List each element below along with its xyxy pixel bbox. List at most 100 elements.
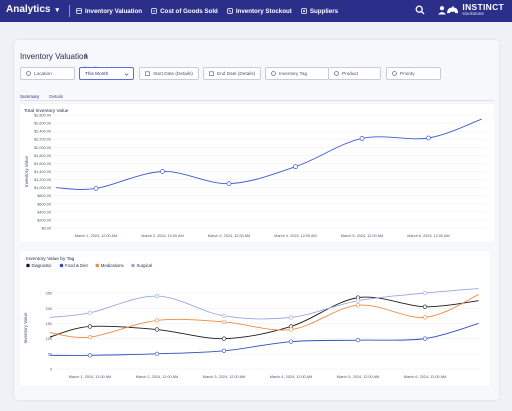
end-date-filter[interactable]: End Date (Details) (203, 67, 261, 80)
legend-label: Food & Diet (65, 263, 88, 268)
info-icon[interactable] (83, 53, 89, 59)
y-tick-label: $1,000.00 (34, 186, 51, 190)
y-tick-label: $800.00 (37, 194, 51, 198)
y-tick-label: $2,600.00 (34, 122, 51, 126)
data-point (221, 348, 227, 353)
nav-item-suppliers[interactable]: Suppliers (301, 8, 338, 15)
stockout-icon (227, 8, 233, 14)
priority-filter[interactable]: Priority (386, 67, 441, 80)
cost-icon (151, 8, 157, 14)
series-line (49, 296, 479, 340)
y-tick-label: $200.00 (37, 218, 51, 222)
x-tick-label: March 5, 2024, 12:00 AM (341, 234, 383, 238)
total-inventory-value-chart: Total Inventory Value $0.00 $200.00 $400.00… (24, 108, 486, 238)
legend-marker (59, 263, 64, 268)
inventory-icon (76, 8, 82, 14)
search-icon[interactable] (415, 5, 425, 15)
company-logo: INSTINCT stockstone (446, 3, 504, 16)
y-axis-label: Inventory Value (24, 156, 29, 187)
user-account-icon[interactable] (437, 5, 447, 15)
page-title: Inventory Valuation (20, 52, 88, 61)
filter-label: Inventory Tag (279, 71, 308, 76)
location-filter[interactable]: Location (20, 67, 75, 80)
inventory-value-by-tag-panel: Inventory Value by Tag Diagnostic Food & D… (20, 251, 490, 386)
x-tick-label: March 4, 2024, 12:00 AM (270, 375, 312, 379)
date-summary-filter[interactable]: This Month (79, 67, 134, 80)
y-tick-label: $2,200.00 (34, 138, 51, 142)
filter-label: Location (34, 71, 52, 76)
x-tick-label: March 3, 2024, 12:00 AM (203, 375, 245, 379)
x-tick-label: March 5, 2024, 12:00 AM (337, 375, 379, 379)
nav-item-label: Inventory Stockout (235, 7, 292, 15)
legend-marker (95, 263, 100, 268)
start-date-filter[interactable]: Start Date (Details) (139, 67, 199, 80)
data-point (87, 353, 93, 358)
y-tick-label: $0.00 (41, 227, 51, 231)
logo-subtitle: stockstone (462, 10, 484, 16)
total-inventory-value-panel: Total Inventory Value $0.00 $200.00 $400.00… (20, 104, 494, 242)
data-point (87, 310, 93, 315)
y-tick-label: 250 (46, 292, 52, 296)
data-point (221, 319, 227, 325)
filter-value: This Month (85, 71, 109, 76)
data-point (154, 351, 160, 356)
nav-item-cost-of-goods-sold[interactable]: Cost of Goods Sold (151, 8, 218, 15)
inventory-tag-filter[interactable]: Inventory Tag (265, 67, 329, 80)
x-tick-label: March 2, 2024, 12:00 AM (141, 234, 183, 238)
chart-title: Total Inventory Value (24, 108, 69, 114)
x-tick-label: March 6, 2024, 12:00 AM (407, 234, 449, 238)
y-axis-label: Inventory Value (23, 312, 28, 343)
data-point (422, 304, 428, 309)
chevron-down-icon: ▾ (55, 6, 59, 14)
series-line (49, 294, 479, 338)
filter-icon (26, 71, 31, 76)
nav-item-inventory-stockout[interactable]: Inventory Stockout (227, 8, 292, 15)
y-tick-label: $1,600.00 (34, 162, 51, 166)
series-line (56, 118, 482, 190)
y-tick-label: $1,800.00 (34, 154, 51, 158)
data-point (422, 336, 428, 341)
x-tick-label: March 6, 2024, 12:00 AM (404, 375, 446, 379)
y-tick-label: $1,400.00 (34, 170, 51, 174)
data-point (422, 290, 428, 296)
rhino-logo-icon (447, 5, 459, 14)
y-tick-label: 200 (46, 307, 52, 311)
data-point (355, 338, 361, 343)
series-line (49, 288, 479, 320)
y-tick-label: 50 (48, 352, 52, 356)
x-tick-label: March 1, 2024, 12:00 AM (69, 375, 111, 379)
y-tick-label: 150 (46, 322, 52, 326)
nav-item-inventory-valuation[interactable]: Inventory Valuation (76, 8, 142, 15)
data-point (87, 335, 93, 340)
calendar-icon (145, 71, 150, 76)
legend-marker (131, 263, 135, 268)
chart-title: Inventory Value by Tag (26, 256, 75, 262)
data-point (226, 181, 232, 186)
top-navigation-bar: Analytics ▾ Inventory Valuation Cost of … (0, 0, 512, 22)
y-tick-label: $2,800.00 (34, 114, 51, 118)
data-point (293, 164, 298, 170)
y-tick-label: 0 (50, 368, 52, 372)
y-tick-label: $2,000.00 (34, 146, 51, 150)
y-tick-label: $400.00 (37, 210, 51, 214)
legend-label: Diagnostic (32, 263, 53, 268)
y-tick-label: 100 (46, 337, 52, 341)
data-point (426, 135, 431, 141)
app-name: Analytics (6, 4, 51, 15)
filter-label: Start Date (Details) (153, 71, 193, 76)
main-nav: Inventory Valuation Cost of Goods Sold I… (76, 0, 338, 22)
data-point (87, 324, 93, 329)
data-point (154, 294, 160, 299)
logo-title: INSTINCT (462, 2, 504, 12)
data-point (422, 315, 428, 320)
x-tick-label: March 3, 2024, 12:00 AM (208, 234, 250, 238)
data-point (221, 313, 227, 318)
tab-details[interactable]: Details (49, 94, 64, 99)
data-point (288, 315, 294, 320)
y-tick-label: $600.00 (37, 202, 51, 206)
data-point (93, 186, 99, 191)
data-point (154, 318, 160, 323)
product-filter[interactable]: Product (328, 67, 381, 80)
analytics-menu[interactable]: Analytics ▾ (6, 4, 59, 15)
